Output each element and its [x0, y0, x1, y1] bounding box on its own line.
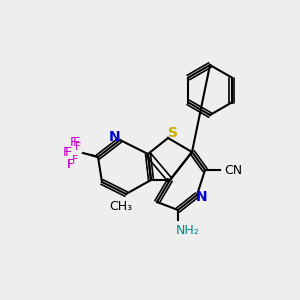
Text: S: S — [168, 126, 178, 140]
Text: F: F — [75, 142, 81, 152]
Text: F: F — [69, 136, 76, 149]
Text: CN: CN — [224, 164, 242, 176]
Text: F: F — [72, 136, 80, 148]
Text: F: F — [66, 158, 74, 172]
Text: NH₂: NH₂ — [176, 224, 200, 236]
Text: F: F — [66, 158, 74, 172]
Text: CH₃: CH₃ — [110, 200, 133, 212]
Text: N: N — [109, 130, 121, 144]
Text: F: F — [64, 146, 72, 158]
Text: F: F — [72, 155, 78, 165]
Text: N: N — [196, 190, 208, 204]
Text: F: F — [62, 146, 70, 160]
